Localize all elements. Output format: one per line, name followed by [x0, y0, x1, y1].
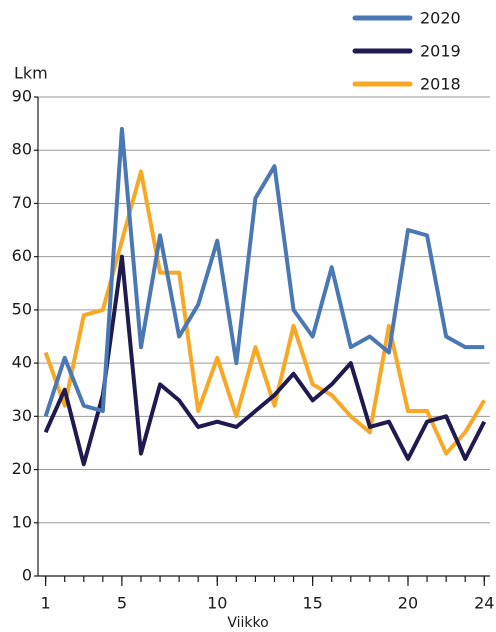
- y-tick-label: 30: [12, 406, 32, 425]
- y-tick-label: 90: [12, 87, 32, 106]
- y-tick-label: 10: [12, 512, 32, 531]
- x-tick-label: 15: [302, 594, 322, 613]
- x-tick-label: 1: [41, 594, 51, 613]
- y-tick-label: 20: [12, 459, 32, 478]
- y-tick-label: 0: [22, 566, 32, 585]
- y-tick-label: 70: [12, 193, 32, 212]
- legend-label: 2019: [420, 42, 461, 61]
- series-line: [43, 126, 485, 417]
- x-axis-label: Viikko: [227, 615, 268, 631]
- series-line: [43, 254, 487, 467]
- y-tick-label: 50: [12, 299, 32, 318]
- legend-label: 2018: [420, 75, 461, 94]
- x-tick-label: 5: [117, 594, 127, 613]
- y-tick-label: 40: [12, 353, 32, 372]
- legend-label: 2020: [420, 9, 461, 28]
- y-axis-label: Lkm: [14, 64, 48, 83]
- x-tick-label: 10: [207, 594, 227, 613]
- y-tick-label: 80: [12, 140, 32, 159]
- x-tick-label: 20: [398, 594, 418, 613]
- series-line: [43, 169, 486, 456]
- y-tick-label: 60: [12, 246, 32, 265]
- x-tick-label: 24: [474, 594, 494, 613]
